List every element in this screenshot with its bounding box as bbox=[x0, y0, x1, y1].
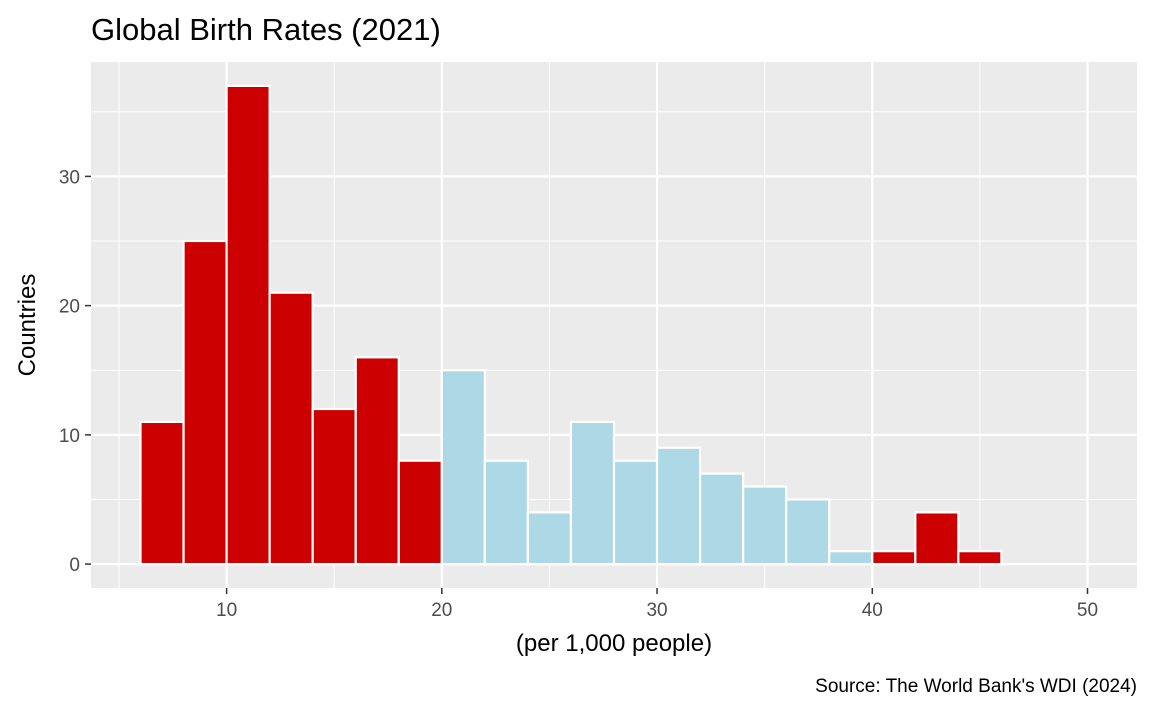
histogram-bar bbox=[268, 291, 314, 566]
histogram-bar bbox=[612, 459, 659, 566]
y-tick-label: 0 bbox=[69, 555, 80, 576]
histogram-bar bbox=[354, 356, 400, 566]
histogram-bar bbox=[698, 472, 745, 566]
x-axis-title: (per 1,000 people) bbox=[516, 630, 712, 657]
histogram-bar bbox=[440, 369, 486, 566]
histogram-bar bbox=[225, 84, 271, 566]
histogram-bar bbox=[655, 446, 702, 566]
x-axis: 10 20 30 40 50 bbox=[216, 588, 1098, 621]
histogram-bar bbox=[871, 550, 917, 566]
x-tick-label: 50 bbox=[1077, 600, 1098, 621]
x-tick-label: 30 bbox=[646, 600, 667, 621]
y-axis-title: Countries bbox=[14, 274, 41, 377]
y-tick-label: 10 bbox=[59, 426, 80, 447]
x-tick-label: 40 bbox=[862, 600, 883, 621]
chart-title: Global Birth Rates (2021) bbox=[91, 12, 441, 47]
x-tick-label: 10 bbox=[216, 600, 237, 621]
y-tick-label: 20 bbox=[59, 297, 80, 318]
histogram-bar bbox=[785, 498, 831, 566]
histogram-bar bbox=[139, 420, 185, 566]
x-tick-label: 20 bbox=[431, 600, 452, 621]
histogram-bar bbox=[311, 407, 357, 566]
histogram-bar bbox=[397, 459, 443, 566]
histogram-bar bbox=[914, 511, 960, 566]
y-tick-label: 30 bbox=[59, 167, 80, 188]
histogram-bar bbox=[526, 511, 573, 566]
histogram-bars bbox=[139, 84, 1003, 566]
histogram-bar bbox=[569, 420, 616, 566]
histogram-bar bbox=[182, 239, 228, 566]
histogram-bar bbox=[742, 485, 788, 566]
histogram-bar bbox=[828, 550, 874, 566]
histogram-bar bbox=[957, 550, 1003, 566]
histogram-bar bbox=[483, 459, 530, 566]
y-axis: 0 10 20 30 bbox=[59, 167, 91, 576]
source-caption: Source: The World Bank's WDI (2024) bbox=[815, 676, 1137, 697]
